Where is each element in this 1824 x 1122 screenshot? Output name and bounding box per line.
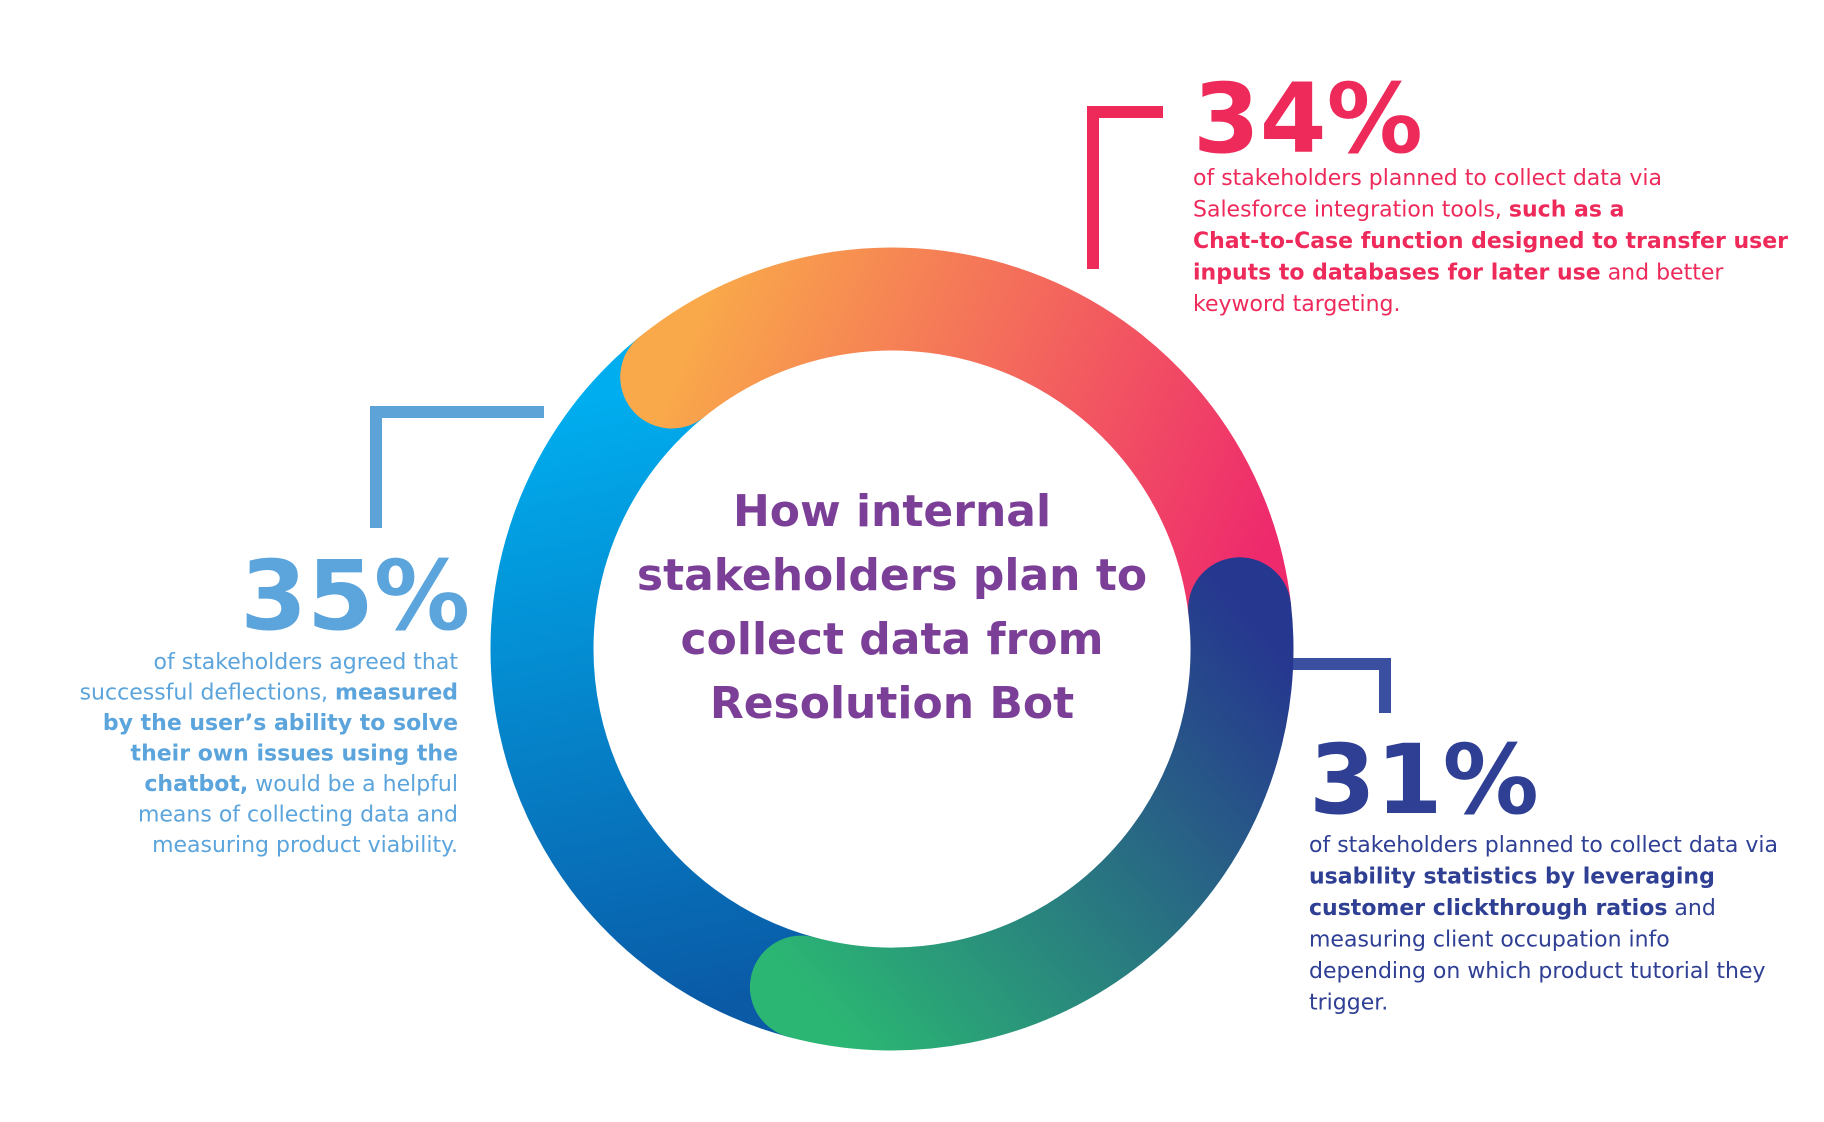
description-line: their own issues using the — [131, 742, 458, 767]
chart-title: stakeholders plan to — [637, 550, 1147, 601]
description-run: by the user’s ability to solve — [103, 711, 458, 736]
description-line: customer clickthrough ratios and — [1309, 896, 1716, 921]
description-line: successful deflections, measured — [80, 681, 458, 706]
description-line: usability statistics by leveraging — [1309, 865, 1715, 890]
description-run: of stakeholders agreed that — [154, 650, 459, 675]
bracket-31 — [1292, 658, 1391, 713]
description-run: successful deflections, — [80, 681, 335, 706]
description-run: means of collecting data and — [138, 803, 458, 828]
description-line: means of collecting data and — [138, 803, 458, 828]
description-line: measuring client occupation info — [1309, 928, 1670, 953]
description-run: inputs to databases for later use — [1193, 261, 1601, 286]
description-run: measured — [335, 681, 458, 706]
chart-title: Resolution Bot — [710, 678, 1074, 729]
description-line: keyword targeting. — [1193, 292, 1401, 317]
donut-segment — [749, 557, 1294, 1051]
description-run: customer clickthrough ratios — [1309, 896, 1667, 921]
description-line: depending on which product tutorial they — [1309, 959, 1766, 984]
value-label: 35% — [240, 540, 470, 652]
bracket-35 — [370, 406, 544, 528]
description-run: depending on which product tutorial they — [1309, 959, 1766, 984]
donut-segment — [490, 325, 853, 1039]
donut-segment — [620, 247, 1292, 661]
description-run: of stakeholders planned to collect data … — [1309, 833, 1778, 858]
description-run: Salesforce integration tools, — [1193, 198, 1509, 223]
description-run: measuring client occupation info — [1309, 928, 1670, 953]
description-run: keyword targeting. — [1193, 292, 1401, 317]
description-line: Chat-to-Case function designed to transf… — [1193, 229, 1788, 254]
donut — [490, 247, 1294, 1051]
description-run: measuring product viability. — [152, 833, 458, 858]
description-line: trigger. — [1309, 991, 1388, 1016]
description-line: measuring product viability. — [152, 833, 458, 858]
chart-title: collect data from — [681, 614, 1104, 665]
description-run: chatbot, — [144, 772, 248, 797]
value-label: 31% — [1309, 724, 1539, 836]
description-line: inputs to databases for later use and be… — [1193, 261, 1724, 286]
description-run: of stakeholders planned to collect data … — [1193, 166, 1662, 191]
value-label: 34% — [1193, 63, 1423, 175]
description-line: of stakeholders planned to collect data … — [1193, 166, 1662, 191]
description-run: would be a helpful — [248, 772, 458, 797]
chart-title: How internal — [733, 486, 1051, 537]
description-run: their own issues using the — [131, 742, 458, 767]
description-line: Salesforce integration tools, such as a — [1193, 198, 1624, 223]
description-line: of stakeholders agreed that — [154, 650, 459, 675]
bracket-34 — [1087, 106, 1163, 269]
description-line: chatbot, would be a helpful — [144, 772, 458, 797]
description-line: of stakeholders planned to collect data … — [1309, 833, 1778, 858]
description-run: and better — [1601, 261, 1725, 286]
description-run: such as a — [1509, 198, 1625, 223]
description-run: trigger. — [1309, 991, 1388, 1016]
description-run: Chat-to-Case function designed to transf… — [1193, 229, 1788, 254]
description-run: and — [1667, 896, 1715, 921]
description-line: by the user’s ability to solve — [103, 711, 458, 736]
description-run: usability statistics by leveraging — [1309, 865, 1715, 890]
annotations: How internal stakeholders plan to collect … — [80, 63, 1789, 1016]
